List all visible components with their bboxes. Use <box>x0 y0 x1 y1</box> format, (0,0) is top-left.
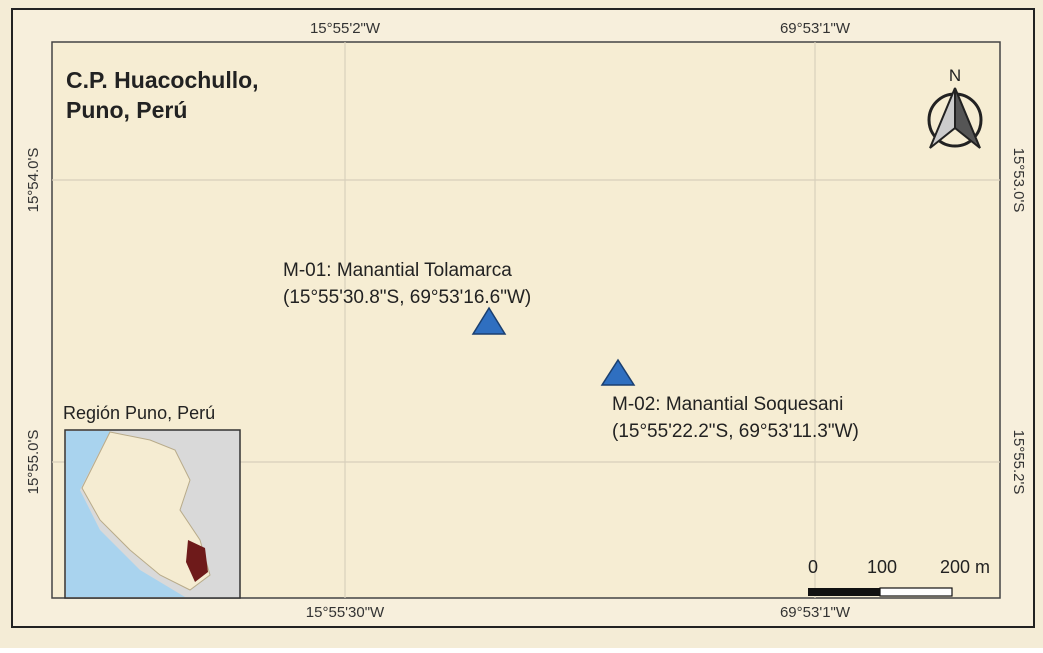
scale-bar <box>879 587 953 597</box>
grid-label: 15°55'30"W <box>306 604 385 621</box>
point-coords: (15°55'22.2"S, 69°53'11.3"W) <box>612 421 859 442</box>
grid-label: 15°55.0'S <box>25 430 42 495</box>
spring-marker <box>471 306 507 335</box>
scale-bar <box>808 588 880 596</box>
point-name: M-02: Manantial Soquesani <box>612 394 843 415</box>
grid-label: 15°54.0'S <box>25 148 42 213</box>
grid-label: 69°53'1"W <box>780 20 851 37</box>
inset-map <box>64 429 241 599</box>
grid-label: 15°55'2"W <box>310 20 381 37</box>
title: Puno, Perú <box>66 97 187 123</box>
north-arrow: N <box>927 66 983 149</box>
grid-label: 69°53'1"W <box>780 604 851 621</box>
inset-label: Región Puno, Perú <box>63 403 215 423</box>
scale-label: 0 <box>808 557 818 577</box>
point-name: M-01: Manantial Tolamarca <box>283 260 512 281</box>
point-coords: (15°55'30.8"S, 69°53'16.6"W) <box>283 287 531 308</box>
grid-label: 15°53.0'S <box>1010 148 1027 213</box>
scale-label: 100 <box>867 557 897 577</box>
north-label: N <box>949 66 961 85</box>
scale-label: 200 m <box>940 557 990 577</box>
title: C.P. Huacochullo, <box>66 67 259 93</box>
spring-marker <box>600 358 636 386</box>
grid-label: 15°55.2'S <box>1010 430 1027 495</box>
